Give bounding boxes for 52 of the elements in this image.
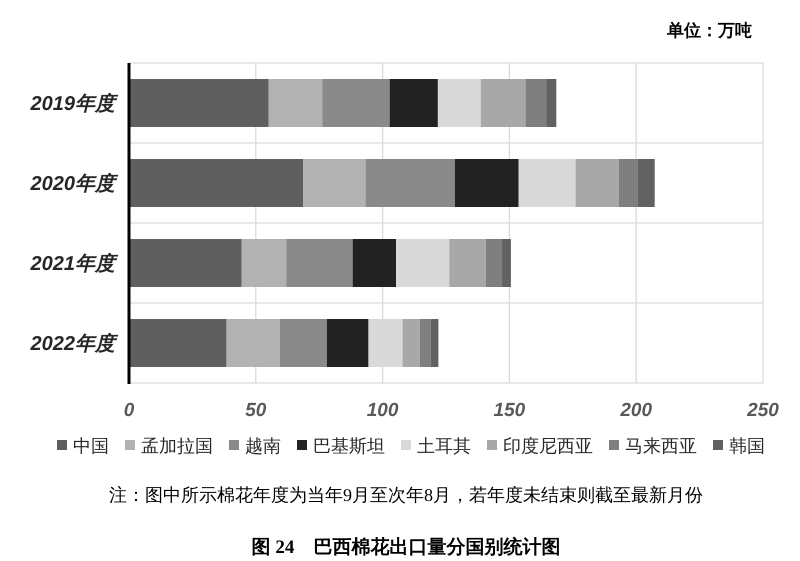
legend-label: 中国: [73, 436, 109, 456]
bar: [618, 159, 638, 207]
bar: [280, 319, 327, 367]
legend-label: 越南: [245, 436, 281, 456]
bar: [546, 79, 556, 127]
bar: [390, 79, 438, 127]
bar: [303, 159, 366, 207]
y-tick-label: 2022年度: [30, 332, 119, 355]
bar: [129, 239, 242, 287]
bar: [420, 319, 431, 367]
x-tick-label: 50: [245, 400, 267, 421]
bar: [576, 159, 619, 207]
bar: [326, 319, 368, 367]
annotation: 注：图中所示棉花年度为当年9月至次年8月，若年度未结束则截至最新月份: [109, 485, 703, 505]
bar: [286, 239, 353, 287]
bar: [226, 319, 280, 367]
bar: [129, 319, 226, 367]
bar: [242, 239, 286, 287]
y-tick-label: 2020年度: [30, 172, 119, 195]
bar: [526, 79, 546, 127]
bar: [454, 159, 519, 207]
bar: [518, 159, 576, 207]
legend-label: 马来西亚: [625, 436, 697, 456]
bar: [502, 239, 511, 287]
x-tick-label: 150: [494, 400, 526, 421]
legend-label: 巴基斯坦: [313, 436, 385, 456]
y-tick-label: 2019年度: [30, 92, 119, 115]
bar: [449, 239, 486, 287]
bar: [322, 79, 390, 127]
x-tick-label: 250: [746, 400, 780, 421]
legend-label: 孟加拉国: [141, 436, 213, 456]
legend-label: 印度尼西亚: [503, 436, 593, 456]
bar: [438, 79, 481, 127]
bar: [268, 79, 322, 127]
bar: [638, 159, 655, 207]
bar: [366, 159, 455, 207]
bar: [402, 319, 420, 367]
legend-label: 韩国: [729, 436, 765, 456]
y-tick-label: 2021年度: [30, 252, 119, 275]
bar: [486, 239, 502, 287]
x-tick-label: 200: [619, 400, 652, 421]
bar: [129, 79, 268, 127]
x-tick-label: 0: [124, 400, 135, 421]
bar: [352, 239, 396, 287]
legend-label: 土耳其: [417, 436, 471, 456]
bar: [480, 79, 526, 127]
bar: [396, 239, 450, 287]
bar: [430, 319, 438, 367]
bar: [129, 159, 304, 207]
title: 图 24 巴西棉花出口量分国别统计图: [252, 537, 560, 558]
annotation: 单位：万吨: [667, 21, 752, 40]
x-tick-label: 100: [366, 400, 399, 421]
